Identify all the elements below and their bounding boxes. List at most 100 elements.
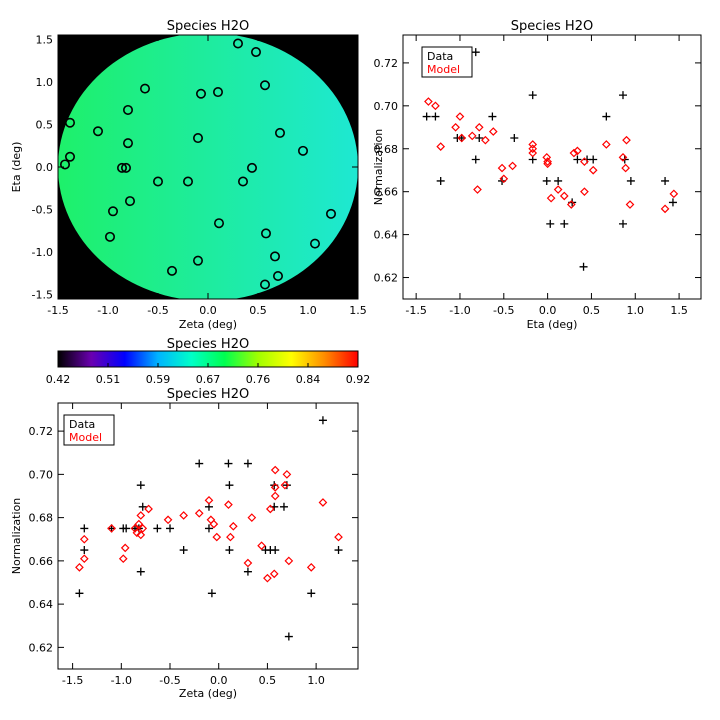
eta-data-point	[431, 112, 440, 121]
eta-point-group	[422, 48, 679, 271]
map-point	[153, 176, 164, 187]
eta-data-point	[528, 91, 537, 100]
eta-model-point	[528, 144, 538, 154]
eta-y-tick-label: 0.72	[374, 57, 399, 70]
zeta-model-point	[118, 554, 128, 564]
map-point	[238, 176, 249, 187]
zeta-data-point	[224, 459, 233, 468]
eta-legend: Data Model	[421, 46, 473, 78]
zeta-data-point	[284, 632, 293, 641]
map-point	[233, 38, 244, 49]
zeta-data-point	[271, 546, 280, 555]
map-x-tick-label: 0.5	[249, 304, 267, 317]
zeta-data-point	[80, 524, 89, 533]
map-point	[309, 238, 320, 249]
zeta-model-point	[194, 508, 204, 518]
map-point	[121, 162, 132, 173]
zeta-y-axis-label: Normalization	[10, 498, 23, 574]
zeta-data-point	[136, 481, 145, 490]
map-y-tick-label: 1.0	[36, 76, 54, 89]
eta-model-point	[508, 161, 517, 171]
zeta-data-point	[80, 546, 89, 555]
map-point	[65, 117, 76, 128]
colorbar-title: Species H2O	[167, 337, 249, 352]
eta-model-point	[528, 148, 538, 158]
eta-panel: Species H2O -1.5 -1.0 -0.5 0.0 0.5 1.0 1.5 0.6…	[372, 19, 702, 331]
zeta-model-point	[163, 515, 173, 525]
map-title: Species H2O	[167, 19, 249, 34]
zeta-legend: Data Model	[63, 414, 115, 446]
zeta-model-point	[269, 569, 279, 579]
zeta-legend-data: Data	[69, 418, 95, 431]
map-point-group	[59, 38, 336, 290]
map-y-tick-label: 0.5	[36, 118, 54, 131]
map-x-tick-label: -0.5	[147, 304, 168, 317]
colorbar-panel: Species H2O 0.42 0.51 0.59 0.67 0.76 0.84 0.92	[46, 337, 371, 386]
zeta-model-point	[318, 498, 328, 507]
map-point	[213, 87, 224, 98]
zeta-data-point	[225, 481, 234, 490]
eta-model-point	[559, 191, 569, 201]
zeta-data-point	[243, 459, 252, 468]
zeta-model-point	[280, 480, 290, 490]
map-y-tick-label: 1.5	[36, 33, 54, 46]
zeta-data-point	[282, 481, 291, 490]
zeta-model-point	[226, 532, 235, 542]
eta-x-ticks: -1.5 -1.0 -0.5 0.0 0.5 1.0 1.5	[405, 35, 688, 317]
zeta-title: Species H2O	[167, 387, 249, 402]
eta-data-point	[471, 48, 480, 57]
eta-model-point	[436, 142, 446, 151]
zeta-model-point	[79, 554, 89, 564]
map-point	[260, 228, 271, 239]
map-y-tick-label: -1.0	[32, 246, 53, 259]
map-point	[183, 176, 194, 187]
zeta-y-tick-label: 0.66	[29, 555, 54, 568]
zeta-data-point	[166, 524, 175, 533]
zeta-legend-model: Model	[69, 431, 102, 444]
eta-model-point	[473, 185, 482, 194]
eta-model-point	[488, 127, 498, 136]
map-point	[108, 206, 119, 217]
map-point	[297, 145, 308, 156]
colorbar-tick-label: 0.67	[196, 373, 221, 386]
map-point	[196, 88, 207, 99]
zeta-data-point	[138, 502, 147, 511]
zeta-x-tick-label: -1.5	[62, 674, 83, 687]
zeta-x-tick-label: 0.0	[210, 674, 228, 687]
eta-model-point	[660, 204, 670, 214]
eta-x-tick-label: -1.5	[405, 304, 426, 317]
zeta-model-point	[270, 491, 280, 501]
zeta-data-point	[195, 459, 204, 468]
zeta-model-point	[247, 513, 257, 522]
zeta-x-ticks: -1.5 -1.0 -0.5 0.0 0.5 1.0	[62, 403, 325, 687]
zeta-y-tick-label: 0.64	[29, 598, 54, 611]
map-point	[65, 151, 76, 162]
zeta-model-point	[144, 504, 153, 514]
map-x-axis-label: Zeta (deg)	[179, 318, 237, 331]
map-point	[59, 159, 70, 170]
eta-data-point	[546, 219, 555, 228]
zeta-model-point	[136, 511, 146, 520]
eta-x-tick-label: -0.5	[493, 304, 514, 317]
eta-model-point	[601, 140, 611, 149]
eta-model-point	[457, 133, 467, 143]
zeta-panel: Species H2O -1.5 -1.0 -0.5 0.0 0.5 1.0 0.620.…	[10, 387, 359, 700]
zeta-model-point	[132, 528, 142, 538]
map-y-ticks: -1.5 -1.0 -0.5 0.0 0.5 1.0 1.5	[32, 33, 358, 302]
zeta-data-point	[207, 589, 216, 598]
eta-y-ticks: 0.62 0.64 0.66 0.68 0.70 0.72	[374, 57, 701, 285]
zeta-model-point	[212, 532, 222, 542]
zeta-y-tick-label: 0.72	[29, 425, 54, 438]
map-x-ticks: -1.5 -1.0 -0.5 0.0 0.5 1.0 1.5	[47, 35, 367, 317]
eta-x-axis-label: Eta (deg)	[527, 318, 578, 331]
zeta-model-point	[138, 524, 148, 533]
eta-data-point	[626, 176, 635, 185]
map-x-tick-label: -1.0	[97, 304, 118, 317]
eta-model-point	[546, 193, 556, 203]
colorbar-tick-label: 0.76	[246, 373, 271, 386]
zeta-model-point	[243, 558, 253, 568]
zeta-model-point	[284, 556, 294, 566]
map-x-tick-label: 1.0	[299, 304, 317, 317]
map-y-tick-label: -0.5	[32, 204, 53, 217]
